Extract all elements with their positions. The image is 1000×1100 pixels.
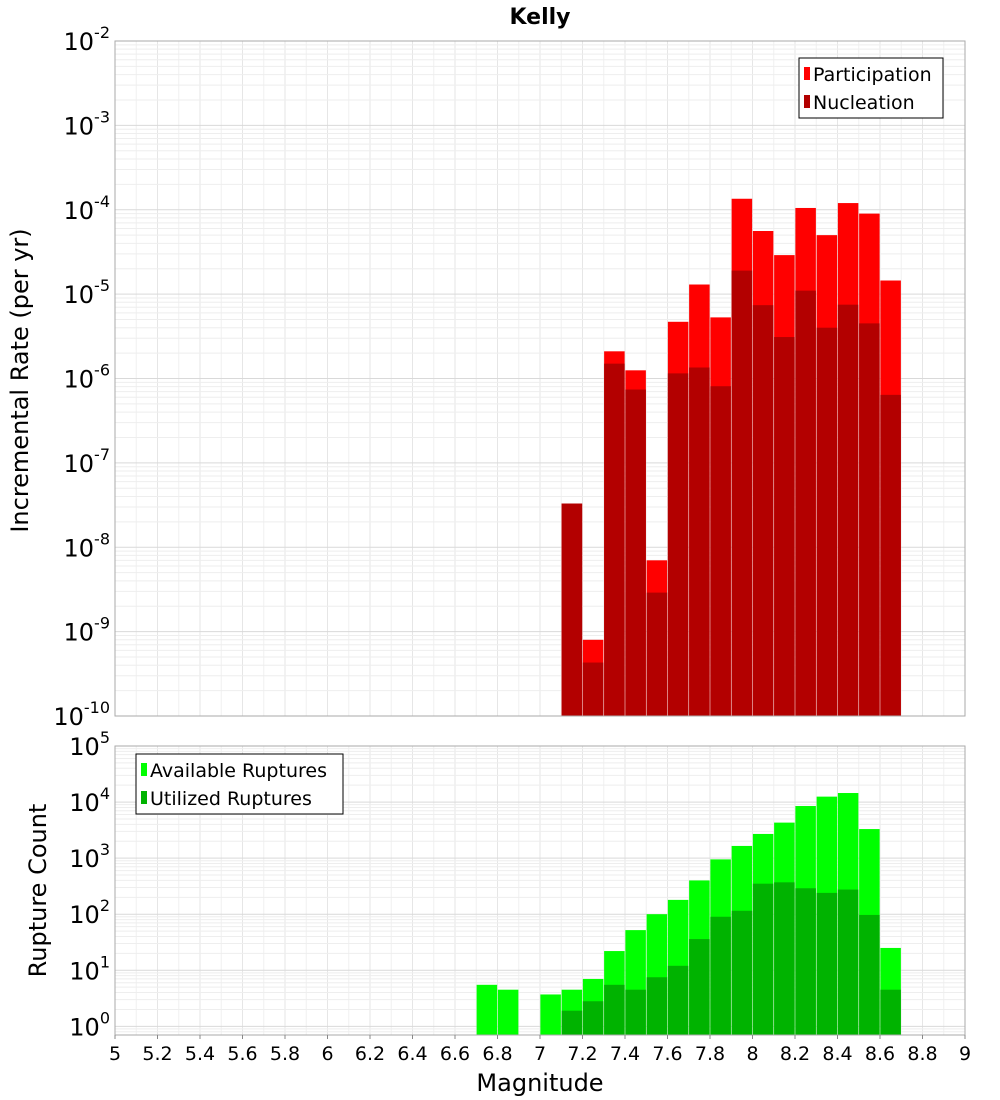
- top-bars: [561, 198, 901, 717]
- x-tick-label: 8.4: [822, 1043, 852, 1065]
- x-tick-label: 6.8: [482, 1043, 512, 1065]
- bottom-y-axis-label: Rupture Count: [24, 804, 52, 978]
- bar-utilized-ruptures: [646, 977, 668, 1035]
- top-legend: Participation Nucleation: [798, 57, 944, 119]
- bar-utilized-ruptures: [837, 889, 859, 1035]
- bar-nucleation: [561, 503, 583, 716]
- top-grid: [114, 40, 966, 717]
- y-tick-label: 10-7: [64, 445, 111, 478]
- bar-nucleation: [667, 373, 689, 716]
- legend-label: Participation: [813, 64, 932, 86]
- x-tick-label: 7.4: [610, 1043, 640, 1065]
- x-tick-label: 6.4: [397, 1043, 427, 1065]
- y-tick-label: 103: [69, 840, 110, 873]
- legend-swatch: [804, 67, 810, 80]
- bar-nucleation: [646, 592, 668, 716]
- x-tick-label: 5.2: [142, 1043, 172, 1065]
- x-tick-label: 8.8: [907, 1043, 937, 1065]
- bottom-y-ticks: 100 101 102 103 104 105: [69, 728, 110, 1041]
- bar-utilized-ruptures: [731, 910, 753, 1035]
- bar-utilized-ruptures: [816, 892, 838, 1035]
- bar-nucleation: [710, 386, 731, 716]
- legend-label: Nucleation: [813, 92, 915, 114]
- y-tick-label: 10-10: [53, 698, 110, 731]
- top-plot-frame: [114, 40, 966, 717]
- y-tick-label: 10-2: [64, 23, 111, 56]
- legend-label: Available Ruptures: [150, 760, 327, 782]
- x-ticks: 5 5.2 5.4 5.6 5.8 6 6.2 6.4 6.6 6.8 7 7.2 7.4 7.6 7.8 8…: [109, 1035, 971, 1065]
- x-tick-label: 5.4: [185, 1043, 215, 1065]
- bar-nucleation: [625, 389, 646, 716]
- bar-nucleation: [837, 304, 859, 716]
- x-tick-label: 6.6: [440, 1043, 470, 1065]
- bar-available-ruptures: [476, 984, 498, 1035]
- legend-box: [135, 753, 344, 815]
- chart-title: Kelly: [509, 5, 570, 30]
- bar-available-ruptures: [540, 994, 561, 1035]
- y-tick-label: 10-9: [64, 614, 111, 647]
- x-tick-label: 5.6: [227, 1043, 257, 1065]
- legend-swatch: [804, 95, 810, 108]
- top-y-axis-label: Incremental Rate (per yr): [6, 228, 34, 532]
- bar-utilized-ruptures: [625, 989, 646, 1035]
- bar-utilized-ruptures: [582, 1001, 604, 1035]
- x-tick-label: 8.2: [780, 1043, 810, 1065]
- legend-label: Utilized Ruptures: [150, 788, 312, 810]
- bar-utilized-ruptures: [774, 882, 795, 1035]
- y-tick-label: 105: [69, 728, 110, 761]
- bar-nucleation: [774, 337, 795, 716]
- bar-nucleation: [795, 290, 816, 716]
- bar-nucleation: [816, 327, 838, 716]
- legend-swatch: [141, 791, 147, 804]
- bar-nucleation: [752, 305, 774, 716]
- y-tick-label: 104: [69, 784, 110, 817]
- legend-swatch: [141, 763, 147, 776]
- x-axis-label: Magnitude: [476, 1069, 603, 1097]
- bar-nucleation: [604, 363, 625, 716]
- x-tick-label: 8.6: [865, 1043, 895, 1065]
- y-tick-label: 10-8: [64, 529, 111, 562]
- bar-utilized-ruptures: [667, 965, 689, 1035]
- x-tick-label: 7.2: [567, 1043, 597, 1065]
- y-tick-label: 102: [69, 896, 110, 929]
- bar-nucleation: [859, 323, 880, 716]
- bar-utilized-ruptures: [795, 888, 816, 1035]
- y-tick-label: 100: [69, 1008, 110, 1041]
- y-tick-label: 10-4: [64, 192, 111, 225]
- bar-nucleation: [731, 270, 753, 716]
- bar-nucleation: [689, 367, 710, 716]
- x-tick-label: 6.2: [355, 1043, 385, 1065]
- bottom-legend: Available Ruptures Utilized Ruptures: [135, 753, 344, 815]
- bottom-panel-count: 100 101 102 103 104 105 5 5.2 5.4 5.6 5.8 6 6.2 6.4 6…: [24, 728, 971, 1097]
- legend-box: [798, 57, 944, 119]
- x-tick-label: 5.8: [270, 1043, 300, 1065]
- bar-nucleation: [880, 394, 901, 716]
- bar-utilized-ruptures: [604, 984, 625, 1035]
- y-tick-label: 10-6: [64, 361, 111, 394]
- y-tick-label: 101: [69, 952, 110, 985]
- top-panel-rate: 10-10 10-9 10-8 10-7 10-6 10-5 10-4 10-3 10-2 In…: [6, 23, 966, 731]
- x-tick-label: 7.6: [652, 1043, 682, 1065]
- x-tick-label: 9: [959, 1043, 971, 1065]
- bar-utilized-ruptures: [880, 989, 901, 1035]
- y-tick-label: 10-5: [64, 276, 111, 309]
- x-tick-label: 7: [534, 1043, 546, 1065]
- bar-utilized-ruptures: [710, 916, 731, 1035]
- bar-utilized-ruptures: [689, 939, 710, 1035]
- top-y-ticks: 10-10 10-9 10-8 10-7 10-6 10-5 10-4 10-3 10-2: [53, 23, 110, 731]
- bar-available-ruptures: [497, 989, 519, 1035]
- x-tick-label: 8: [746, 1043, 758, 1065]
- x-tick-label: 7.8: [695, 1043, 725, 1065]
- bottom-bars: [476, 793, 901, 1035]
- bar-utilized-ruptures: [561, 1010, 583, 1035]
- x-tick-label: 5: [109, 1043, 121, 1065]
- x-tick-label: 6: [321, 1043, 333, 1065]
- bar-utilized-ruptures: [752, 883, 774, 1035]
- bar-nucleation: [582, 662, 604, 716]
- bar-utilized-ruptures: [859, 914, 880, 1035]
- y-tick-label: 10-3: [64, 107, 111, 140]
